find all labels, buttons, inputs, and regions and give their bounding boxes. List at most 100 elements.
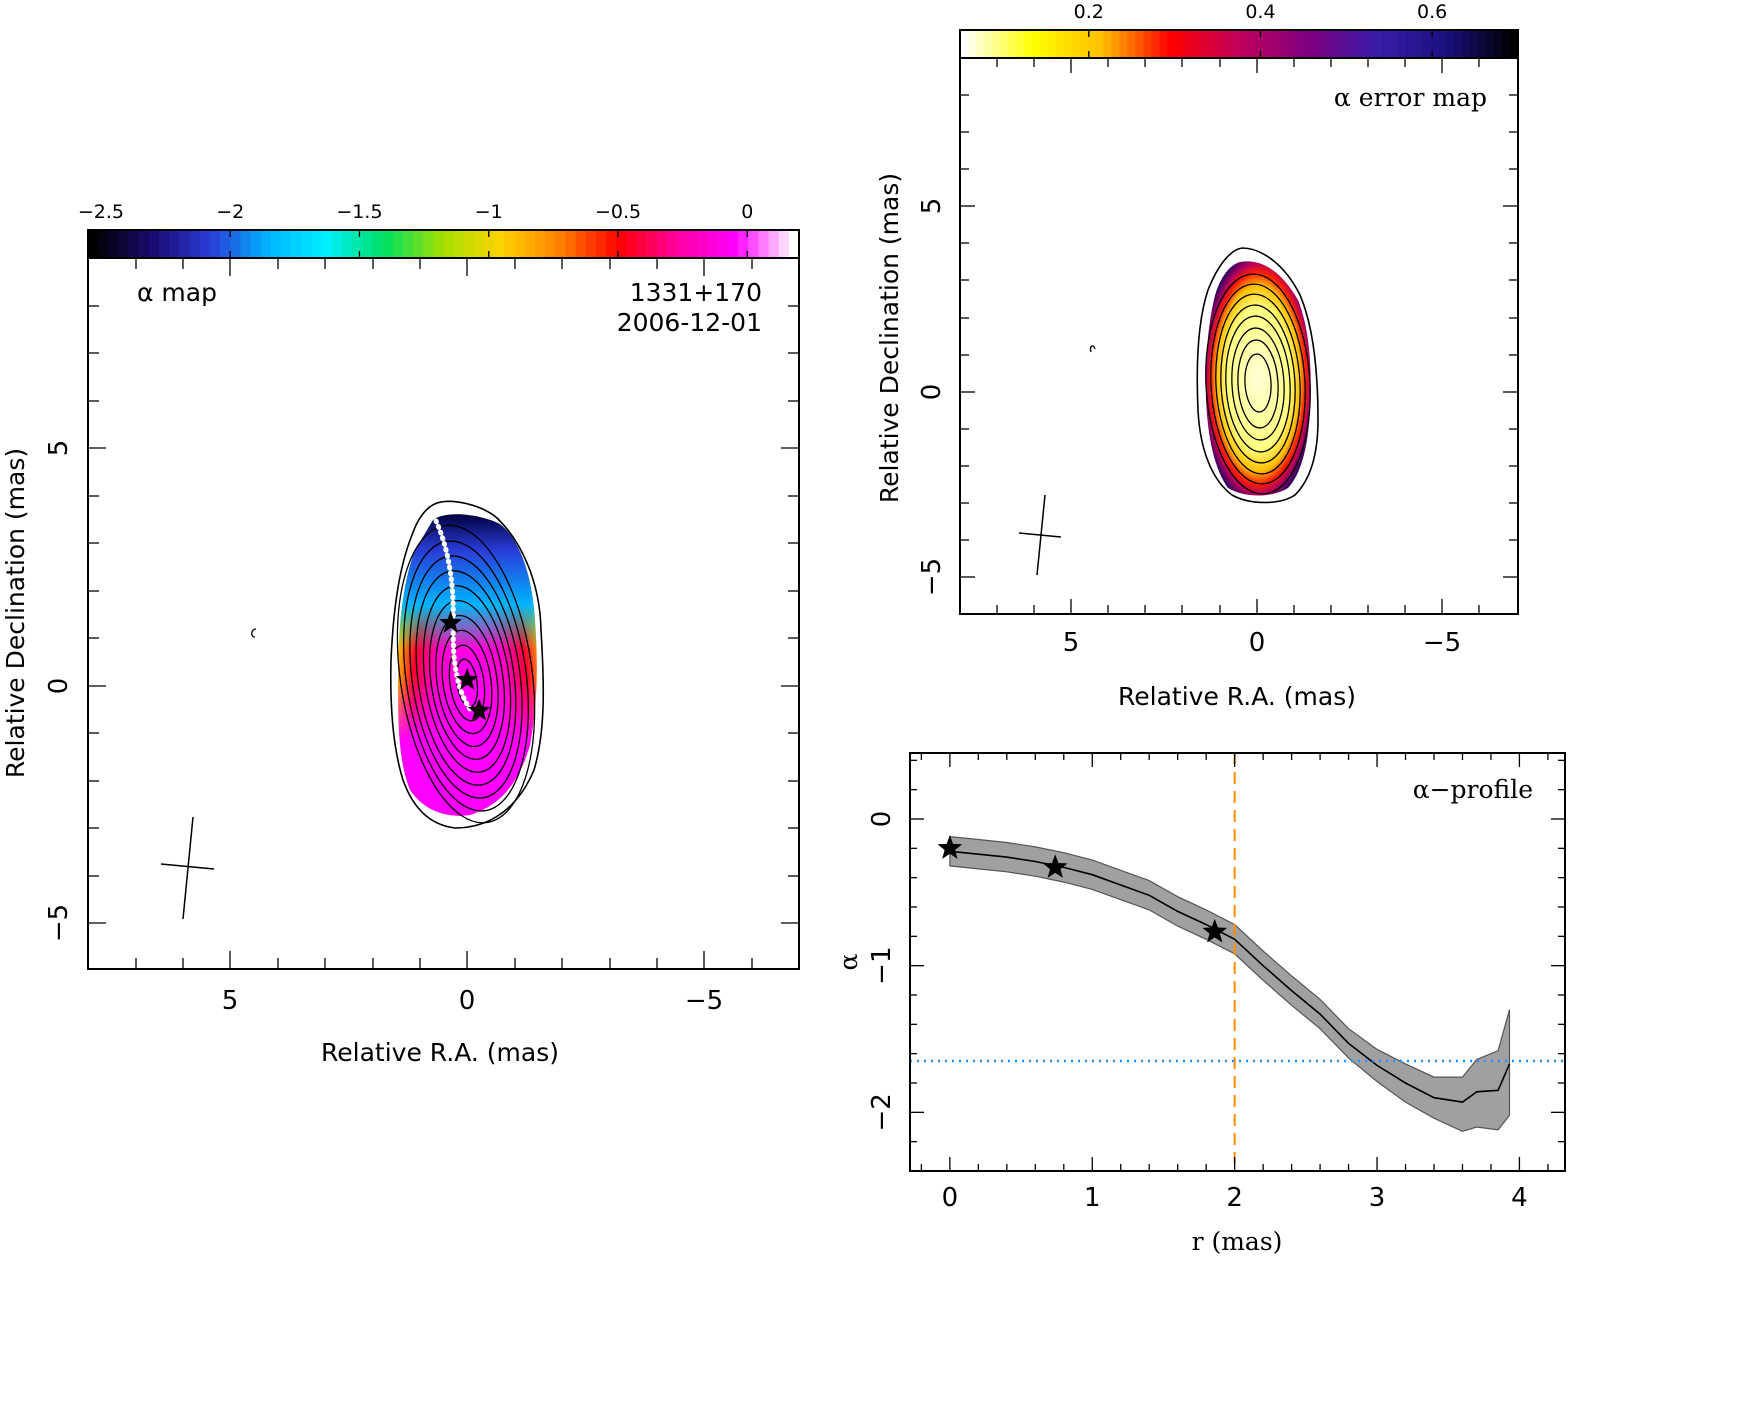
colorbar-cell	[1039, 30, 1049, 58]
colorbar-cell	[311, 230, 323, 258]
colorbar-cell	[230, 230, 241, 258]
colorbar-cell	[555, 230, 566, 258]
alpha-error-map-xtick-label: −5	[1423, 628, 1461, 658]
alpha-map-star-marker	[455, 667, 479, 690]
colorbar-cell	[1119, 30, 1128, 58]
colorbar-cell	[1071, 30, 1081, 58]
alpha-map-small-contour	[251, 628, 257, 638]
alpha-map-beam-cross	[160, 816, 215, 920]
colorbar-cell	[666, 230, 678, 258]
colorbar-cell	[98, 230, 109, 258]
colorbar-cell	[372, 230, 384, 258]
alpha-profile-xtick-label: 1	[1084, 1183, 1101, 1213]
alpha-map-title: α map	[137, 278, 217, 307]
colorbar-cell	[240, 230, 252, 258]
alpha-error-map-xtick-label: 5	[1063, 628, 1080, 658]
colorbar-cell	[1215, 30, 1224, 58]
colorbar-cell	[697, 230, 709, 258]
colorbar-cell	[748, 230, 759, 258]
colorbar-cell	[362, 230, 373, 258]
alpha-error-map-beam-cross	[1018, 494, 1062, 576]
colorbar-cell	[768, 230, 780, 258]
colorbar-cell	[975, 30, 985, 58]
alpha-error-map-panel: 0.2 0.4 0.6	[875, 1, 1519, 711]
alpha-error-map-ytick-label: 5	[917, 198, 947, 215]
colorbar-cell	[108, 230, 120, 258]
colorbar-cell	[778, 230, 790, 258]
colorbar-cell	[1334, 30, 1344, 58]
colorbar-cell	[321, 230, 333, 258]
colorbar-tick-label: −2	[216, 201, 244, 223]
colorbar-cell	[301, 230, 313, 258]
alpha-profile-ytick-label: −1	[867, 947, 897, 985]
colorbar-cell	[148, 230, 160, 258]
alpha-error-map-ticks	[960, 58, 1518, 614]
colorbar-cell	[1302, 30, 1312, 58]
alpha-map-source-label: 1331+170	[630, 278, 762, 307]
alpha-map-xtick-label: 0	[459, 986, 476, 1016]
alpha-profile-error-band	[949, 835, 1511, 1133]
colorbar-cell	[1223, 30, 1232, 58]
alpha-error-map-ytick-label: −5	[917, 558, 947, 596]
colorbar-cell	[687, 230, 699, 258]
colorbar-cell	[1159, 30, 1168, 58]
colorbar-cell	[443, 230, 455, 258]
colorbar-tick-label: 0	[741, 201, 753, 223]
colorbar-cell	[738, 230, 749, 258]
alpha-profile-xtick-label: 3	[1369, 1183, 1386, 1213]
alpha-profile-panel: 0 1 2 3 4 −2 −1 0 α−profile r (mas) α	[834, 752, 1566, 1256]
colorbar-cell	[758, 230, 770, 258]
colorbar-cell	[1047, 30, 1057, 58]
colorbar-cell	[1382, 30, 1392, 58]
colorbar-cell	[1446, 30, 1455, 58]
colorbar-cell	[413, 230, 424, 258]
colorbar-tick-label: −1	[475, 201, 503, 223]
alpha-profile-frame	[909, 752, 1566, 1172]
colorbar-cell	[1031, 30, 1041, 58]
colorbar-cell	[118, 230, 130, 258]
colorbar-cell	[1470, 30, 1479, 58]
colorbar-cell	[484, 230, 495, 258]
colorbar-cell	[1007, 30, 1017, 58]
colorbar-cell	[1207, 30, 1216, 58]
colorbar-cell	[1079, 30, 1089, 58]
colorbar-cell	[1510, 30, 1519, 58]
colorbar-cell	[727, 230, 739, 258]
colorbar-cell	[707, 230, 719, 258]
alpha-error-map-contours	[1196, 247, 1319, 504]
colorbar-cell	[1095, 30, 1105, 58]
colorbar-tick-label: 0.2	[1074, 1, 1104, 23]
colorbar-cell	[1278, 30, 1288, 58]
alpha-map-xtick-label: −5	[685, 986, 723, 1016]
alpha-error-map-colorbar: 0.2 0.4 0.6	[959, 1, 1519, 59]
alpha-map-ytick-label: −5	[44, 904, 74, 942]
colorbar-cell	[1167, 30, 1176, 58]
colorbar-cell	[1127, 30, 1136, 58]
colorbar-cell	[636, 230, 648, 258]
alpha-map-xlabel: Relative R.A. (mas)	[321, 1038, 559, 1067]
colorbar-cell	[983, 30, 993, 58]
alpha-map-markers	[439, 611, 491, 721]
alpha-error-map-title: α error map	[1334, 83, 1487, 112]
colorbar-cell	[1494, 30, 1503, 58]
colorbar-cell	[1191, 30, 1200, 58]
colorbar-cell	[250, 230, 262, 258]
colorbar-cell	[1398, 30, 1407, 58]
colorbar-cell	[453, 230, 465, 258]
alpha-profile-ytick-label: −2	[867, 1093, 897, 1131]
colorbar-tick-label: 0.6	[1417, 1, 1447, 23]
colorbar-cell	[280, 230, 292, 258]
colorbar-cell	[1374, 30, 1384, 58]
alpha-profile-star-marker	[937, 835, 963, 859]
colorbar-cell	[1246, 30, 1256, 58]
colorbar-cell	[616, 230, 627, 258]
colorbar-cell	[1454, 30, 1463, 58]
alpha-profile-ticks: 0 1 2 3 4 −2 −1 0	[867, 753, 1565, 1213]
colorbar-cell	[1151, 30, 1160, 58]
colorbar-cell	[1326, 30, 1336, 58]
colorbar-cell	[1103, 30, 1113, 58]
alpha-map-star-marker	[467, 698, 491, 721]
colorbar-cell	[575, 230, 587, 258]
colorbar-cell	[677, 230, 688, 258]
